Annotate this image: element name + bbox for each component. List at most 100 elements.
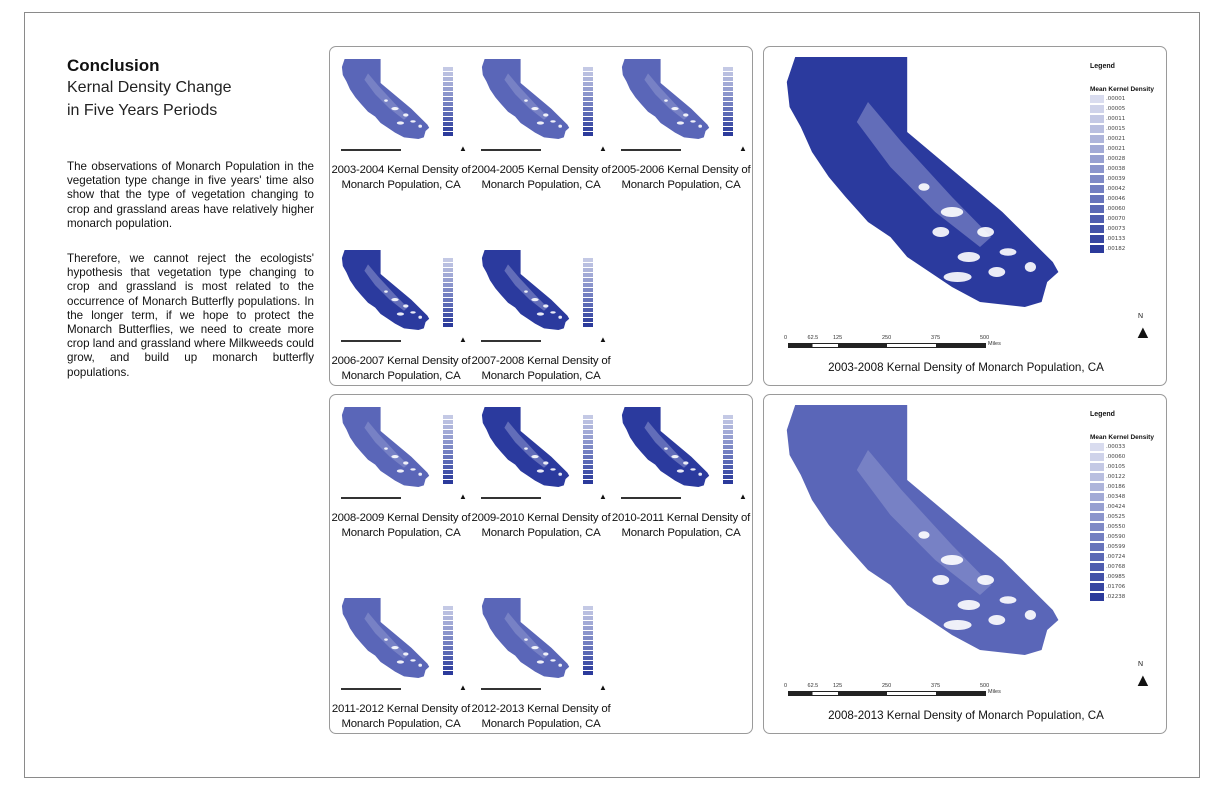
legend-swatch <box>1090 533 1104 541</box>
map-caption-line1: 2012-2013 Kernal Density of <box>471 703 611 715</box>
legend-label: .00060 <box>1106 206 1126 212</box>
map-caption-line1: 2003-2004 Kernal Density of <box>331 164 471 176</box>
bottom-thumbnails-panel: 2008-2009 Kernal Density of Monarch Popul… <box>329 394 753 734</box>
legend-label: .00001 <box>1106 96 1126 102</box>
mini-scale-bar <box>621 497 681 499</box>
mini-scale-bar <box>481 497 541 499</box>
north-arrow-icon: ▲ <box>599 335 607 344</box>
scale-tick-label: 250 <box>882 335 892 341</box>
legend-swatch <box>1090 503 1104 511</box>
legend-swatch <box>1090 593 1104 601</box>
legend-label: .00550 <box>1106 524 1126 530</box>
map-caption-line2: Monarch Population, CA <box>621 526 741 539</box>
legend-label: .00015 <box>1106 126 1126 132</box>
north-arrow-icon: ▲ <box>459 144 467 153</box>
scale-tick-label: 125 <box>833 683 843 689</box>
scale-tick-label: 500 <box>980 683 990 689</box>
legend-label: .00599 <box>1106 544 1126 550</box>
legend-swatch <box>1090 205 1104 213</box>
legend-swatch <box>1090 115 1104 123</box>
legend-swatch <box>1090 443 1104 451</box>
north-arrow-icon: ▲ <box>1134 670 1152 690</box>
mini-scale-bar <box>341 149 401 151</box>
mini-legend <box>443 67 455 137</box>
legend-label: .00985 <box>1106 574 1126 580</box>
legend-swatch <box>1090 543 1104 551</box>
legend-label: .00348 <box>1106 494 1126 500</box>
map-caption-line2: Monarch Population, CA <box>481 526 601 539</box>
top-thumbnails-panel: 2003-2004 Kernal Density of Monarch Popul… <box>329 46 753 386</box>
north-arrow-icon: ▲ <box>599 492 607 501</box>
scale-tick-label: 0 <box>784 683 788 689</box>
legend-swatch <box>1090 155 1104 163</box>
mini-legend <box>583 258 595 328</box>
legend-swatch <box>1090 563 1104 571</box>
legend-swatch <box>1090 95 1104 103</box>
north-arrow-icon: ▲ <box>599 683 607 692</box>
map-thumbnail: 2011-2012 Kernal Density of Monarch Popul… <box>331 594 471 734</box>
map-thumbnail: 2012-2013 Kernal Density of Monarch Popul… <box>471 594 611 734</box>
legend-title: Legend <box>1090 411 1115 418</box>
map-caption-line1: 2005-2006 Kernal Density of <box>611 164 751 176</box>
map-caption-line1: 2007-2008 Kernal Density of <box>471 355 611 367</box>
big-map-top: Legend Mean Kernel Density .00001 .00005.… <box>764 47 1168 387</box>
legend-label: .00028 <box>1106 156 1126 162</box>
legend-swatch <box>1090 493 1104 501</box>
legend-swatch <box>1090 573 1104 581</box>
scale-tick-label: 62.5 <box>807 335 819 341</box>
map-caption-line1: 2010-2011 Kernal Density of <box>611 512 751 524</box>
map-caption-line2: Monarch Population, CA <box>341 526 461 539</box>
map-caption-line1: 2011-2012 Kernal Density of <box>331 703 471 715</box>
legend-swatch <box>1090 165 1104 173</box>
mini-scale-bar <box>481 340 541 342</box>
big-map-bottom: Legend Mean Kernel Density .00033 .00060.… <box>764 395 1168 735</box>
mini-scale-bar <box>341 497 401 499</box>
legend-subtitle: Mean Kernel Density <box>1090 86 1154 93</box>
legend-label: .00133 <box>1106 236 1126 242</box>
map-caption-line2: Monarch Population, CA <box>481 178 601 191</box>
north-arrow-icon: ▲ <box>459 492 467 501</box>
north-arrow-icon: ▲ <box>739 492 747 501</box>
page-frame <box>24 12 1200 778</box>
mini-legend <box>723 415 735 485</box>
mini-legend <box>583 415 595 485</box>
legend-label: .00060 <box>1106 454 1126 460</box>
conclusion-paragraph-1: The observations of Monarch Population i… <box>67 160 314 230</box>
legend-label: .00021 <box>1106 146 1126 152</box>
north-arrow-icon: ▲ <box>459 683 467 692</box>
legend-swatch <box>1090 523 1104 531</box>
map-caption-line2: Monarch Population, CA <box>341 717 461 730</box>
map-thumbnail: 2007-2008 Kernal Density of Monarch Popul… <box>471 246 611 386</box>
north-label: N <box>1138 313 1144 320</box>
scale-unit: Miles <box>988 689 1001 695</box>
legend-swatch <box>1090 483 1104 491</box>
map-caption-line1: 2009-2010 Kernal Density of <box>471 512 611 524</box>
legend-label: .00105 <box>1106 464 1126 470</box>
map-caption-line1: 2008-2009 Kernal Density of <box>331 512 471 524</box>
map-thumbnail: 2006-2007 Kernal Density of Monarch Popul… <box>331 246 471 386</box>
scale-bar <box>788 343 986 348</box>
map-caption-line2: Monarch Population, CA <box>481 717 601 730</box>
legend-label: .00186 <box>1106 484 1126 490</box>
mini-legend <box>443 415 455 485</box>
legend-label: .00724 <box>1106 554 1126 560</box>
north-arrow-icon: ▲ <box>739 144 747 153</box>
scale-tick-label: 250 <box>882 683 892 689</box>
legend-swatch <box>1090 185 1104 193</box>
legend-label: .00525 <box>1106 514 1126 520</box>
legend-label: .00046 <box>1106 196 1126 202</box>
legend-swatch <box>1090 145 1104 153</box>
mini-legend <box>583 67 595 137</box>
map-thumbnail: 2008-2009 Kernal Density of Monarch Popul… <box>331 403 471 543</box>
legend-swatch <box>1090 125 1104 133</box>
mini-legend <box>443 258 455 328</box>
mini-legend <box>723 67 735 137</box>
mini-scale-bar <box>621 149 681 151</box>
legend-label: .00033 <box>1106 444 1126 450</box>
legend-label: .00021 <box>1106 136 1126 142</box>
legend-label: .01706 <box>1106 584 1126 590</box>
scale-tick-label: 500 <box>980 335 990 341</box>
north-arrow-icon: ▲ <box>599 144 607 153</box>
legend-swatch <box>1090 463 1104 471</box>
legend-label: .00768 <box>1106 564 1126 570</box>
